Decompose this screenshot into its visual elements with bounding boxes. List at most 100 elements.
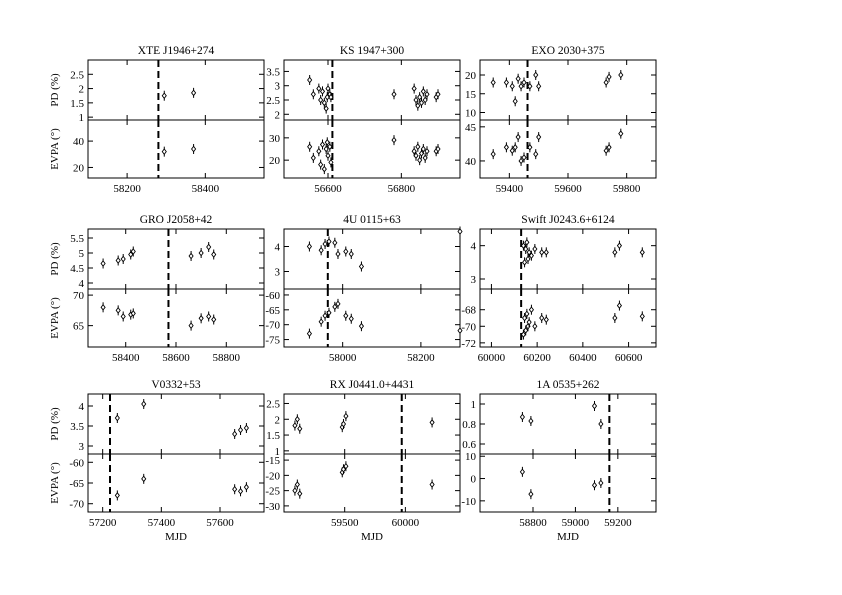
data-point	[539, 313, 545, 323]
point-marker	[598, 479, 604, 487]
y-tick-label: 3	[275, 267, 281, 279]
data-point	[528, 250, 534, 261]
point-marker	[528, 306, 534, 314]
point-marker	[306, 243, 312, 250]
data-point	[348, 249, 354, 259]
data-point	[515, 73, 521, 84]
data-point	[358, 321, 365, 332]
x-tick-label: 56600	[314, 183, 342, 195]
data-point	[232, 429, 238, 439]
point-marker	[515, 133, 521, 141]
point-marker	[326, 309, 332, 317]
data-point	[420, 144, 426, 154]
evpa-axes-frame	[479, 288, 657, 348]
y-tick-label: -10	[461, 496, 476, 508]
y-tick-label: 2.5	[70, 69, 84, 81]
point-marker	[612, 248, 618, 256]
x-tick-label: 59600	[554, 183, 582, 195]
data-point	[435, 144, 441, 154]
data-point	[114, 490, 120, 501]
point-marker	[323, 145, 329, 153]
point-marker	[528, 490, 534, 498]
point-marker	[539, 248, 545, 256]
point-marker	[528, 417, 534, 425]
point-marker	[424, 90, 430, 98]
data-point	[243, 423, 249, 433]
pd-axis-label: PD (%)	[49, 73, 61, 107]
chart-title: Swift J0243.6+6124	[521, 214, 615, 226]
x-tick-label: 59000	[562, 517, 590, 529]
point-marker	[294, 415, 300, 423]
data-point	[591, 480, 598, 491]
chart-panel: V0332+53 3 3.5 4 PD (%) -70 -65 -60 57200 57400 57…	[49, 379, 265, 543]
y-tick-label: 20	[73, 162, 85, 174]
point-marker	[521, 79, 527, 86]
data-point	[328, 92, 334, 103]
data-point	[411, 146, 417, 157]
data-point	[343, 246, 349, 257]
y-tick-label: -65	[265, 305, 280, 317]
data-point	[509, 81, 515, 92]
data-point	[411, 83, 417, 94]
data-point	[512, 96, 518, 107]
data-point	[527, 81, 533, 92]
data-point	[198, 313, 204, 324]
y-tick-label: -70	[461, 321, 476, 333]
point-marker	[325, 152, 331, 160]
evpa-subplot: -10 0 10 58800 59000 59200	[461, 451, 657, 529]
point-marker	[532, 322, 538, 330]
point-marker	[503, 143, 509, 151]
y-tick-label: 4	[79, 401, 85, 413]
data-point	[307, 75, 313, 85]
data-point	[306, 328, 312, 339]
evpa-axes-frame	[87, 453, 265, 513]
data-point	[616, 300, 622, 311]
chart-title: GRO J2058+42	[140, 214, 213, 226]
point-marker	[457, 327, 463, 334]
data-point	[325, 150, 331, 161]
point-marker	[606, 73, 612, 81]
data-point	[188, 251, 194, 261]
data-point	[391, 135, 397, 146]
point-marker	[191, 89, 197, 97]
point-marker	[490, 150, 496, 158]
data-point	[206, 242, 212, 252]
data-point	[307, 141, 313, 152]
x-tick-label: 58400	[192, 183, 220, 195]
data-point	[391, 89, 397, 100]
point-marker	[340, 465, 347, 473]
y-tick-label: 3	[79, 441, 85, 453]
y-tick-label: 10	[465, 108, 477, 120]
data-point	[519, 412, 525, 422]
data-point	[616, 240, 622, 251]
data-point	[243, 482, 249, 493]
evpa-axes-frame	[479, 453, 657, 513]
chart-panel: KS 1947+300 2 2.5 3 3.5 20 30 56600 56800	[266, 45, 461, 195]
pd-axes-frame	[283, 59, 461, 121]
data-point	[526, 317, 532, 328]
point-marker	[435, 145, 441, 153]
evpa-subplot: 65 70 58400 58600 58800 EVPA (°)	[49, 288, 265, 364]
point-marker	[523, 327, 529, 334]
y-tick-label: -30	[265, 501, 280, 513]
point-marker	[115, 257, 121, 264]
data-point	[532, 244, 538, 254]
data-point	[322, 239, 328, 249]
x-tick-label: 59500	[331, 517, 359, 529]
point-marker	[524, 310, 530, 318]
point-marker	[328, 93, 334, 101]
point-marker	[519, 468, 525, 476]
point-marker	[524, 238, 530, 246]
data-point	[327, 141, 333, 152]
y-tick-label: 15	[465, 89, 477, 101]
data-point	[294, 479, 300, 490]
data-point	[128, 249, 134, 260]
data-point	[324, 137, 330, 148]
pd-axes-frame	[479, 59, 657, 121]
point-marker	[533, 71, 539, 79]
x-tick-label: 58200	[113, 183, 141, 195]
data-point	[161, 90, 167, 101]
point-marker	[307, 143, 313, 151]
point-marker	[490, 79, 496, 86]
